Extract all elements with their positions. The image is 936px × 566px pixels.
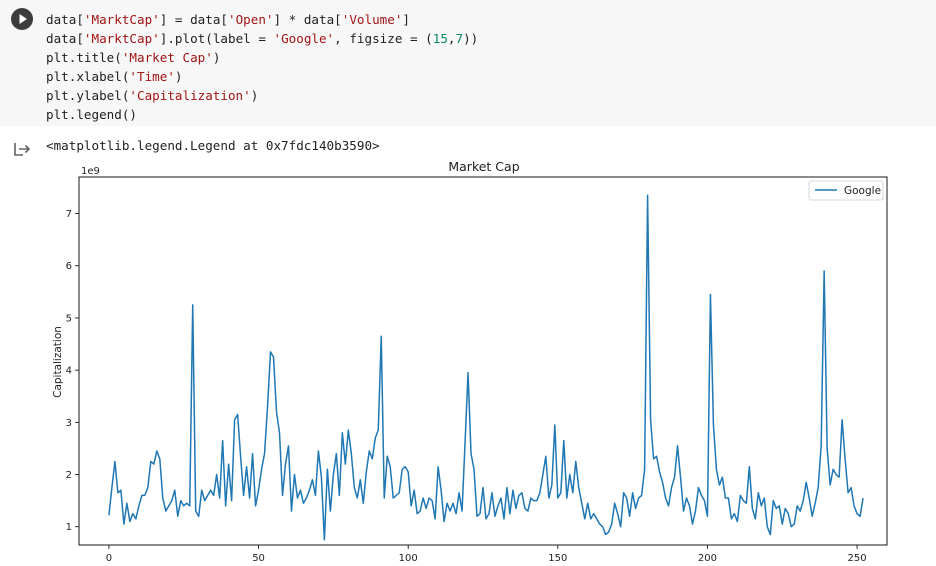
code-token: 'Time' [129,69,175,84]
code-token: 7 [455,31,464,46]
code-line[interactable]: plt.xlabel('Time') [46,67,478,86]
code-line[interactable]: data['MarktCap'] = data['Open'] * data['… [46,10,478,29]
output-text: <matplotlib.legend.Legend at 0x7fdc140b3… [46,138,380,153]
x-tick-label: 200 [698,553,717,564]
code-token: 'Capitalization' [129,88,251,103]
code-token: 'MarktCap' [83,12,160,27]
x-axis-ticks: 0 50 100 150 200 250 [106,545,867,564]
code-token: 'Google' [273,31,335,46]
code-cell[interactable]: data['MarktCap'] = data['Open'] * data['… [0,0,936,126]
code-token: ] * data[ [273,12,342,27]
code-token: ) [212,50,221,65]
chart-title: Market Cap [448,159,519,174]
plot-frame [78,176,888,546]
legend: Google [808,180,884,201]
code-line[interactable]: plt.legend() [46,105,478,124]
code-line[interactable]: data['MarktCap'].plot(label = 'Google', … [46,29,478,48]
code-token: 'Volume' [341,12,403,27]
code-token: ] [402,12,411,27]
y-tick-label: 6 [66,261,72,272]
y-tick-label: 3 [66,418,72,429]
code-token: 'MarktCap' [83,31,160,46]
y-tick-label: 2 [66,470,72,481]
code-line[interactable]: plt.ylabel('Capitalization') [46,86,478,105]
x-tick-label: 250 [848,553,867,564]
code-token: ].plot(label = [159,31,274,46]
code-line[interactable]: plt.title('Market Cap') [46,48,478,67]
run-cell-button[interactable] [11,8,33,30]
code-token: , figsize = ( [334,31,433,46]
x-tick-label: 0 [106,553,112,564]
market-cap-chart: Market Cap 1e9 Capitalization 1 2 3 4 5 6 7 0 5… [52,159,888,564]
code-token: 15 [432,31,448,46]
output-arrow-icon[interactable] [13,141,31,157]
y-axis-label: Capitalization [52,326,64,398]
code-token: plt.legend() [46,107,137,122]
x-tick-label: 100 [399,553,418,564]
code-token: plt.title( [46,50,122,65]
y-tick-label: 5 [66,313,72,324]
y-tick-label: 1 [66,522,72,533]
google-series-line [108,194,864,541]
play-icon [19,14,27,24]
code-token: data[ [46,12,84,27]
code-token: , [447,31,456,46]
code-token: 'Market Cap' [121,50,213,65]
x-tick-label: 50 [252,553,265,564]
x-tick-label: 150 [548,553,567,564]
code-token: )) [463,31,479,46]
code-token: ] = data[ [159,12,228,27]
code-token: ) [250,88,259,103]
code-editor[interactable]: data['MarktCap'] = data['Open'] * data['… [46,10,478,124]
code-token: plt.xlabel( [46,69,130,84]
legend-label-google: Google [844,185,881,197]
y-tick-label: 4 [66,366,72,377]
y-axis-ticks: 1 2 3 4 5 6 7 [66,209,79,533]
code-token: 'Open' [228,12,274,27]
legend-box [808,180,884,201]
y-offset-text: 1e9 [81,166,100,177]
code-token: data[ [46,31,84,46]
code-token: plt.ylabel( [46,88,130,103]
code-token: ) [174,69,183,84]
y-tick-label: 7 [66,209,72,220]
